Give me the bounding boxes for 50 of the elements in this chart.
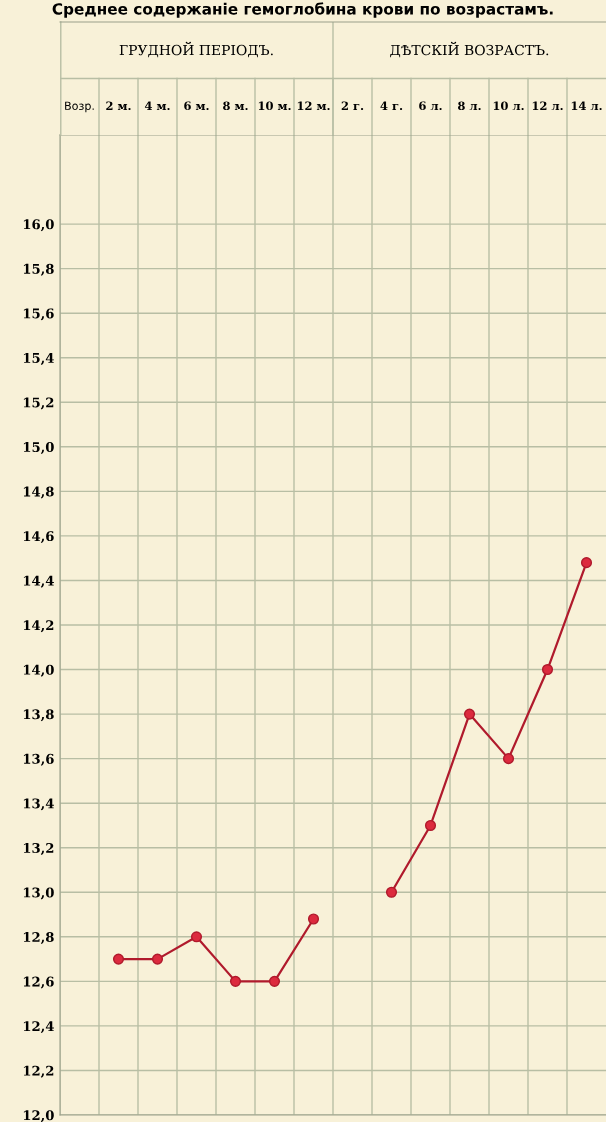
x-tick-label: 8 м. [223,101,248,111]
chart-title: Среднее содержаніе гемоглобина крови по возрастамъ. [52,2,553,18]
y-tick-label: 15,6 [23,308,54,321]
point [463,708,476,720]
y-tick-label: 15,2 [23,397,54,410]
x-tick-label: 2 м. [106,101,131,111]
y-tick-label: 13,0 [23,887,54,900]
x-tick-label: 10 м. [258,101,291,111]
x-tick-label: 12 л. [532,101,563,111]
x-tick-label: 4 м. [144,101,170,111]
x-tick-label: 4 г. [380,101,403,111]
point [502,753,515,765]
y-tick-label: 14,6 [23,531,54,544]
y-tick-label: 15,0 [23,442,54,455]
y-tick-label: 15,8 [23,263,54,276]
y-tick-label: 13,4 [23,798,54,811]
point [151,953,164,965]
x-tick-label: 12 м. [297,101,330,111]
y-tick-label: 14,0 [23,664,54,677]
y-tick-label: 13,8 [23,709,54,722]
point [112,953,125,965]
x-tick-label: 2 г. [341,101,364,111]
y-tick-label: 12,2 [23,1065,54,1078]
y-tick-label: 15,4 [23,352,54,365]
y-tick-label: 12,0 [23,1110,54,1122]
y-tick-label: 13,6 [23,753,54,766]
y-tick-label: 16,0 [23,219,54,232]
y-tick-label: 12,4 [23,1021,54,1034]
x-tick-label: 14 л. [571,101,602,111]
x-tick-label: 6 м. [184,101,209,111]
point [424,819,437,832]
x-tick-label: 8 л. [458,101,481,111]
point [580,557,593,569]
y-tick-label: 12,8 [23,932,54,945]
text: ГРУДНОЙ ПЕРІОДЪ. [119,41,273,58]
x-axis-title: Возр. [65,101,94,113]
point [307,913,320,925]
x-tick-label: 6 л. [419,101,442,111]
point [385,886,398,898]
y-tick-label: 14,4 [23,575,54,588]
y-tick-label: 14,8 [23,486,54,499]
y-tick-label: 14,2 [23,620,54,633]
point [229,975,242,987]
x-tick-label: 10 л. [493,101,524,111]
point [541,663,554,676]
point [190,931,203,943]
y-tick-label: 12,6 [23,976,54,989]
y-tick-label: 13,2 [23,842,54,855]
point [268,975,281,987]
text: ДѢТСКІЙ ВОЗРАСТЪ. [390,41,549,58]
